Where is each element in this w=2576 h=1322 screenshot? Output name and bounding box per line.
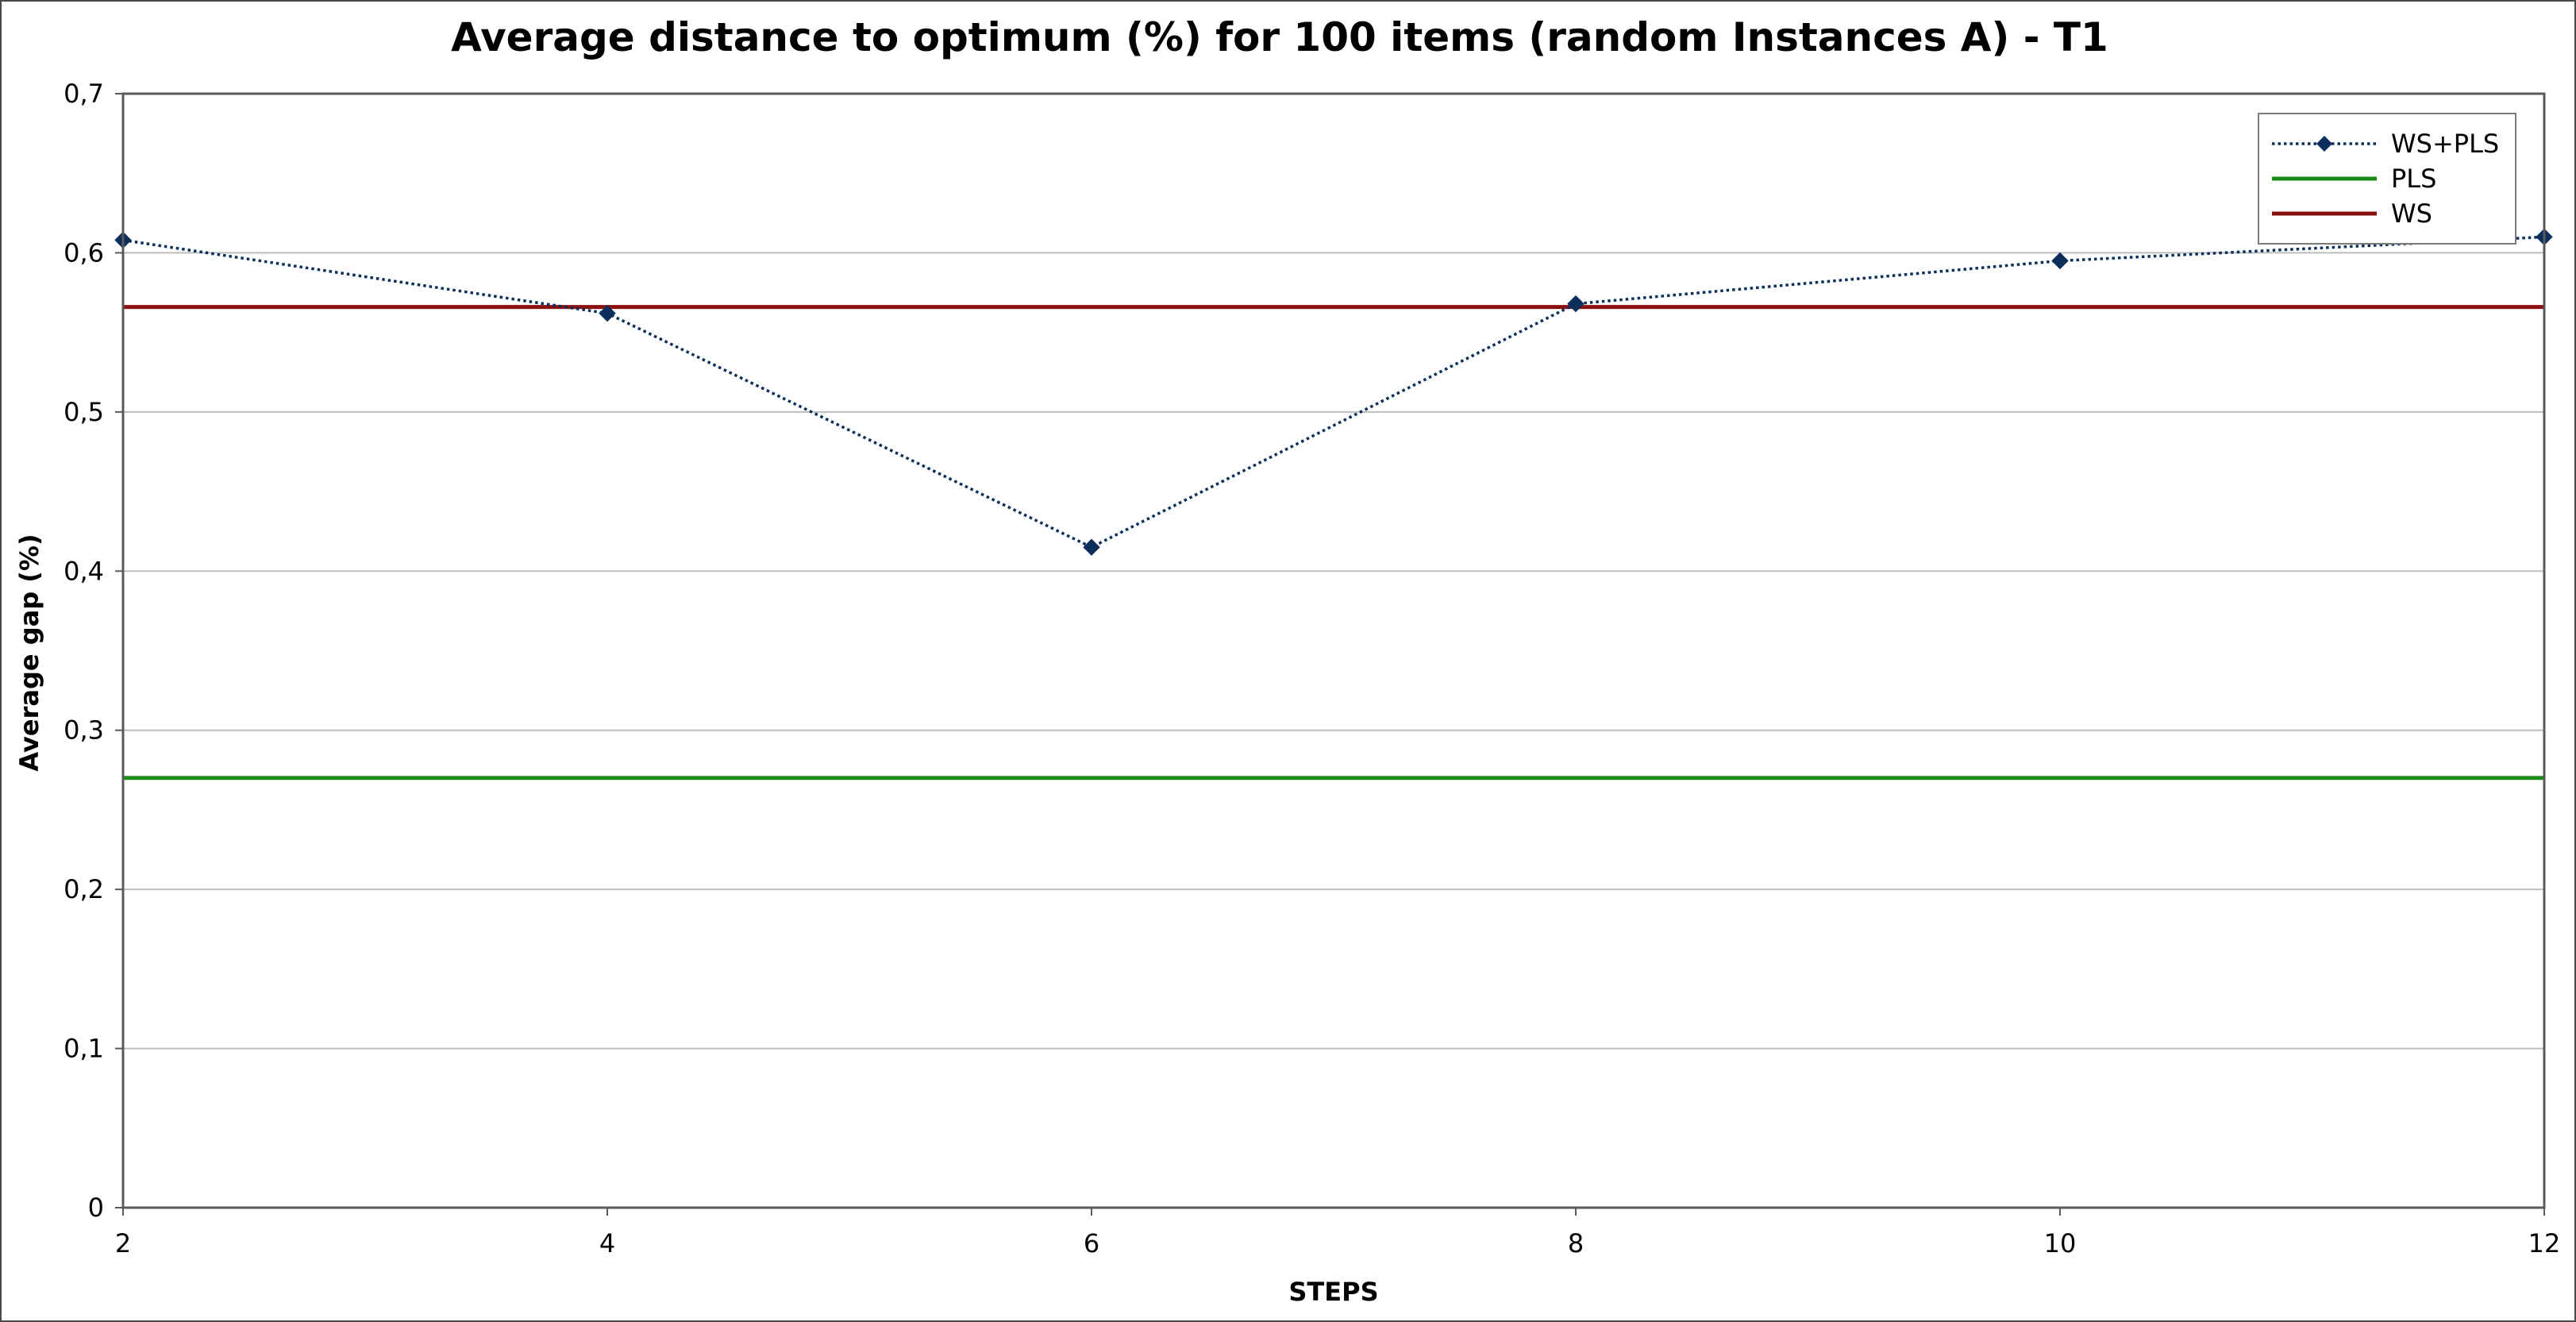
legend: WS+PLS PLS WS xyxy=(2258,113,2516,245)
legend-label-pls: PLS xyxy=(2391,164,2436,194)
legend-marker-ws-pls xyxy=(2316,136,2332,152)
legend-label-ws-pls: WS+PLS xyxy=(2391,129,2499,159)
data-point-ws-pls xyxy=(1567,295,1584,313)
y-tick-label: 0,1 xyxy=(64,1034,104,1064)
x-axis-title: STEPS xyxy=(1288,1277,1378,1307)
y-axis-title: Average gap (%) xyxy=(14,534,44,771)
y-tick-label: 0,4 xyxy=(64,556,104,586)
y-tick-label: 0,2 xyxy=(64,874,104,904)
y-tick-label: 0,6 xyxy=(64,237,104,268)
data-point-ws-pls xyxy=(1083,538,1100,556)
y-tick-label: 0,7 xyxy=(64,79,104,109)
gridlines xyxy=(123,252,2544,1050)
data-point-ws-pls xyxy=(599,304,616,322)
x-tick-label: 8 xyxy=(1568,1228,1584,1258)
plot-area-border xyxy=(121,92,2546,1209)
data-point-ws-pls xyxy=(2051,252,2069,270)
series-line-ws-pls xyxy=(122,235,2545,549)
y-tick-label: 0,5 xyxy=(64,397,104,427)
x-tick-label: 4 xyxy=(599,1228,615,1258)
y-axis-ticks: 0 0,1 0,2 0,3 0,4 0,5 0,6 0,7 xyxy=(64,79,123,1223)
legend-label-ws: WS xyxy=(2391,198,2432,229)
y-tick-label: 0 xyxy=(88,1193,104,1223)
x-tick-label: 10 xyxy=(2044,1228,2077,1258)
x-tick-label: 12 xyxy=(2528,1228,2561,1258)
x-tick-label: 2 xyxy=(115,1228,131,1258)
x-tick-label: 6 xyxy=(1084,1228,1099,1258)
y-tick-label: 0,3 xyxy=(64,715,104,746)
chart-title: Average distance to optimum (%) for 100 … xyxy=(451,14,2108,60)
x-axis-ticks: 2 4 6 8 10 12 xyxy=(115,1208,2561,1258)
series-layer xyxy=(114,228,2553,780)
